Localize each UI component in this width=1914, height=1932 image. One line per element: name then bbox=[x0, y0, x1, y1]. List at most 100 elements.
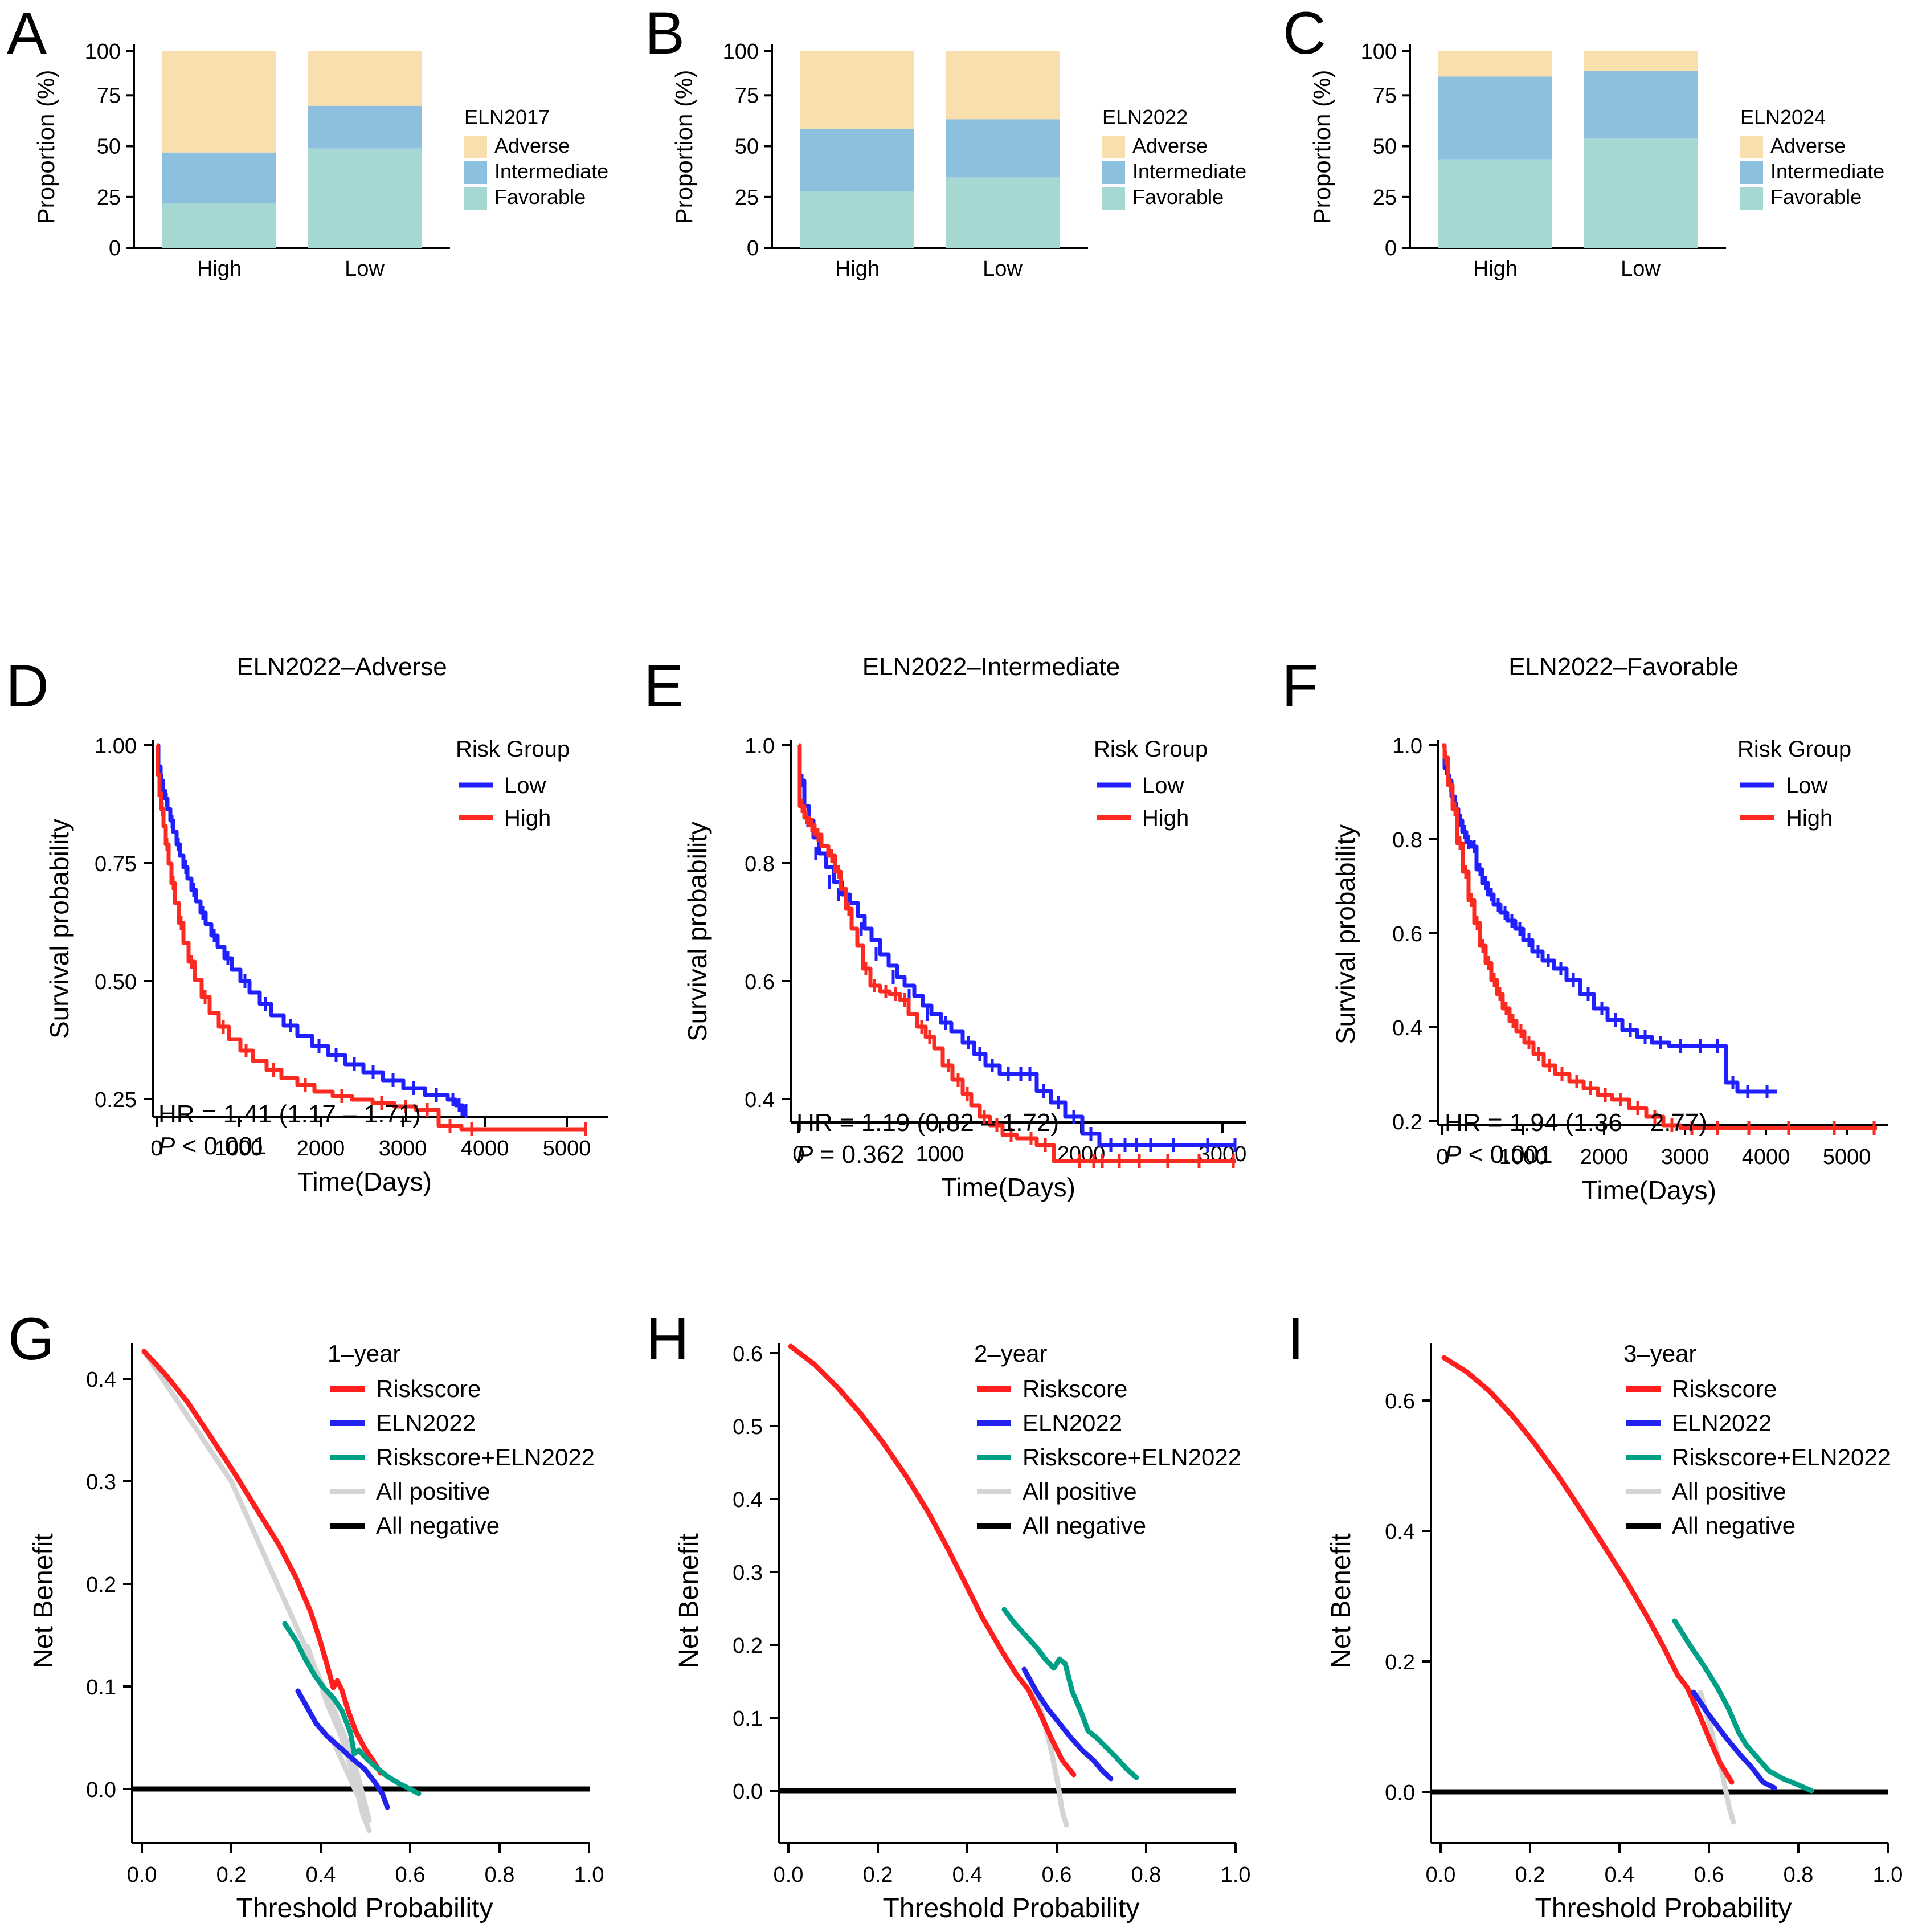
xtick-d-5000: 5000 bbox=[543, 1137, 591, 1161]
legend-h: 2–year Riskscore ELN2022 Riskscore+ELN20… bbox=[974, 1340, 1241, 1539]
km-censors-d-low bbox=[160, 774, 468, 1118]
legend-swatch-b-adverse bbox=[1102, 136, 1125, 158]
x-axis-title-i: Threshold Probability bbox=[1535, 1893, 1792, 1923]
legend-label-i-eln2022: ELN2022 bbox=[1672, 1410, 1772, 1436]
xtick-g-06: 0.6 bbox=[395, 1863, 426, 1887]
bar-c-low-favorable bbox=[1584, 138, 1698, 248]
bar-group-a-low bbox=[308, 51, 422, 248]
x-ticks-f: 0 1000 2000 3000 4000 5000 bbox=[1436, 1125, 1871, 1169]
stat-hr-e: HR = 1.19 (0.82 – 1.72) bbox=[796, 1109, 1059, 1137]
panel-label-c: C bbox=[1283, 0, 1326, 67]
ytick-h-04: 0.4 bbox=[733, 1488, 763, 1512]
ytick-f-08: 0.8 bbox=[1392, 828, 1422, 852]
y-axis-title-f: Survival probability bbox=[1331, 824, 1360, 1044]
ytick-a-50: 50 bbox=[97, 135, 121, 159]
y-axis-title-c: Proportion (%) bbox=[1308, 70, 1335, 224]
xtick-f-4000: 4000 bbox=[1742, 1145, 1790, 1169]
legend-label-i-riskscore: Riskscore bbox=[1672, 1375, 1777, 1402]
x-ticks-h: 0.0 0.2 0.4 0.6 0.8 1.0 bbox=[774, 1843, 1251, 1887]
bar-a-low-favorable bbox=[308, 148, 422, 248]
bar-b-high-favorable bbox=[800, 191, 914, 248]
legend-label-c-favorable: Favorable bbox=[1770, 185, 1862, 209]
panel-d: D ELN2022–Adverse 1.00 0.75 0.50 0.25 bbox=[0, 644, 638, 1282]
xtick-d-1000: 1000 bbox=[215, 1137, 263, 1161]
panel-e: E ELN2022–Intermediate 1.0 0.8 0.6 0.4 0 bbox=[638, 644, 1276, 1282]
y-ticks-b: 0 25 50 75 100 bbox=[723, 40, 772, 260]
ytick-h-05: 0.5 bbox=[733, 1415, 763, 1439]
legend-label-h-riskscore: Riskscore bbox=[1023, 1375, 1127, 1402]
xtick-b-low: Low bbox=[983, 257, 1023, 281]
ytick-a-0: 0 bbox=[109, 236, 121, 260]
legend-swatch-c-intermediate bbox=[1740, 161, 1763, 184]
plot-title-d: ELN2022–Adverse bbox=[236, 653, 447, 681]
bar-group-b-low bbox=[946, 51, 1060, 248]
y-ticks-h: 0.6 0.5 0.4 0.3 0.2 0.1 0.0 bbox=[733, 1342, 779, 1804]
x-axis-title-f: Time(Days) bbox=[1582, 1175, 1716, 1205]
xtick-i-00: 0.0 bbox=[1426, 1863, 1456, 1887]
ytick-g-03: 0.3 bbox=[86, 1471, 116, 1494]
xtick-i-04: 0.4 bbox=[1605, 1863, 1635, 1887]
xtick-d-3000: 3000 bbox=[379, 1137, 427, 1161]
legend-title-c: ELN2024 bbox=[1740, 105, 1826, 129]
dca-line-h-eln2022 bbox=[1021, 1666, 1114, 1782]
xtick-i-10: 1.0 bbox=[1873, 1863, 1903, 1887]
xtick-c-high: High bbox=[1473, 257, 1518, 281]
panel-i: I 0.6 0.4 0.2 0.0 0.0 bbox=[1276, 1282, 1914, 1932]
xtick-h-04: 0.4 bbox=[952, 1863, 983, 1887]
xtick-h-10: 1.0 bbox=[1221, 1863, 1251, 1887]
legend-label-f-low: Low bbox=[1786, 773, 1827, 798]
ytick-a-100: 100 bbox=[85, 40, 121, 64]
xtick-i-08: 0.8 bbox=[1784, 1863, 1814, 1887]
legend-b: ELN2022 Adverse Intermediate Favorable bbox=[1102, 105, 1246, 210]
xtick-g-10: 1.0 bbox=[574, 1863, 604, 1887]
legend-label-e-high: High bbox=[1142, 806, 1189, 831]
y-ticks-a: 0 25 50 75 100 bbox=[85, 40, 134, 260]
legend-swatch-c-favorable bbox=[1740, 187, 1763, 210]
ytick-g-00: 0.0 bbox=[86, 1778, 116, 1802]
bar-group-c-low bbox=[1584, 51, 1698, 248]
km-censors-f-high bbox=[1444, 751, 1876, 1135]
legend-label-d-high: High bbox=[504, 806, 551, 831]
y-axis-title-a: Proportion (%) bbox=[32, 70, 59, 224]
legend-label-b-intermediate: Intermediate bbox=[1132, 160, 1246, 183]
km-curve-e-low bbox=[798, 743, 1236, 1147]
legend-label-e-low: Low bbox=[1142, 773, 1184, 798]
bar-a-low-adverse bbox=[308, 51, 422, 106]
ytick-d-050: 0.50 bbox=[95, 970, 137, 994]
x-axis-title-g: Threshold Probability bbox=[236, 1893, 493, 1923]
ytick-h-06: 0.6 bbox=[733, 1342, 763, 1366]
panel-f: F ELN2022–Favorable 1.0 0.8 0.6 0.4 0.2 bbox=[1276, 644, 1914, 1282]
ytick-a-75: 75 bbox=[97, 84, 121, 108]
legend-swatch-a-adverse bbox=[464, 136, 487, 158]
dca-line-g-riskscore bbox=[141, 1349, 383, 1776]
y-ticks-c: 0 25 50 75 100 bbox=[1361, 40, 1410, 260]
dca-line-g-combined bbox=[282, 1621, 422, 1796]
xtick-c-low: Low bbox=[1621, 257, 1661, 281]
bar-b-high-adverse bbox=[800, 51, 914, 129]
xtick-f-2000: 2000 bbox=[1580, 1145, 1629, 1169]
xtick-f-0: 0 bbox=[1436, 1145, 1448, 1169]
legend-label-h-combined: Riskscore+ELN2022 bbox=[1023, 1444, 1241, 1471]
xtick-f-5000: 5000 bbox=[1823, 1145, 1871, 1169]
legend-swatch-b-intermediate bbox=[1102, 161, 1125, 184]
xtick-g-04: 0.4 bbox=[306, 1863, 336, 1887]
ytick-g-04: 0.4 bbox=[86, 1368, 116, 1392]
bar-c-low-intermediate bbox=[1584, 71, 1698, 138]
ytick-b-0: 0 bbox=[747, 236, 759, 260]
legend-e: Risk Group Low High bbox=[1094, 737, 1208, 831]
xtick-e-0: 0 bbox=[792, 1142, 804, 1166]
bar-a-high-intermediate bbox=[162, 152, 276, 204]
xtick-g-02: 0.2 bbox=[216, 1863, 247, 1887]
ytick-i-00: 0.0 bbox=[1385, 1781, 1415, 1805]
bar-b-low-favorable bbox=[946, 177, 1060, 248]
stat-p-d: P < 0.001 bbox=[158, 1132, 267, 1160]
ytick-b-75: 75 bbox=[735, 84, 759, 108]
xtick-d-4000: 4000 bbox=[461, 1137, 509, 1161]
bar-group-b-high bbox=[800, 51, 914, 248]
panel-label-b: B bbox=[645, 0, 685, 67]
ytick-c-25: 25 bbox=[1373, 186, 1397, 210]
ytick-e-06: 0.6 bbox=[745, 970, 775, 994]
legend-g: 1–year Riskscore ELN2022 Riskscore+ELN20… bbox=[328, 1340, 595, 1539]
legend-label-i-all-positive: All positive bbox=[1672, 1478, 1786, 1505]
bar-c-low-adverse bbox=[1584, 51, 1698, 71]
